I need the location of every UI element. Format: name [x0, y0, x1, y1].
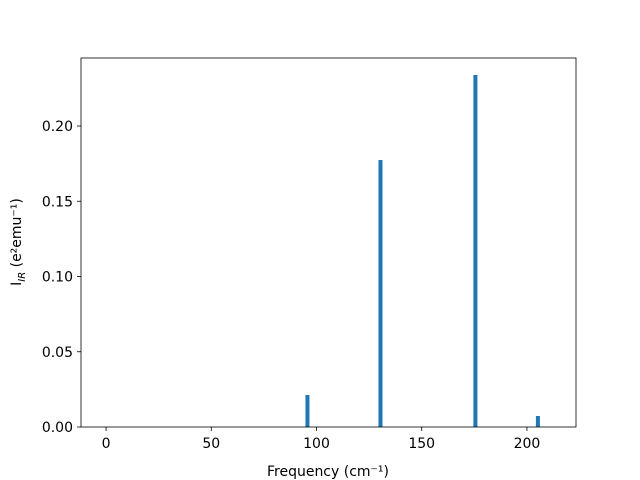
- x-tick-label: 100: [303, 436, 330, 452]
- y-tick-label: 0.00: [42, 420, 73, 436]
- x-axis-label: Frequency (cm⁻¹): [267, 464, 389, 480]
- bar: [305, 394, 310, 427]
- y-tick-label: 0.10: [42, 270, 73, 286]
- x-tick-label: 50: [202, 436, 220, 452]
- bar: [378, 160, 383, 428]
- x-tick-label: 0: [102, 436, 111, 452]
- y-label-sub: IR: [17, 272, 28, 282]
- y-axis-label: IIR (e²emu⁻¹): [9, 198, 28, 286]
- x-tick-label: 200: [514, 436, 541, 452]
- y-label-rest: (e²emu⁻¹): [9, 198, 25, 272]
- bar: [535, 416, 540, 427]
- y-tick-label: 0.15: [42, 194, 73, 210]
- x-tick-label: 150: [408, 436, 435, 452]
- y-tick-label: 0.20: [42, 119, 73, 135]
- y-label-main: I: [9, 282, 25, 286]
- bar: [473, 75, 478, 427]
- plot-frame: [80, 57, 577, 428]
- y-tick-label: 0.05: [42, 345, 73, 361]
